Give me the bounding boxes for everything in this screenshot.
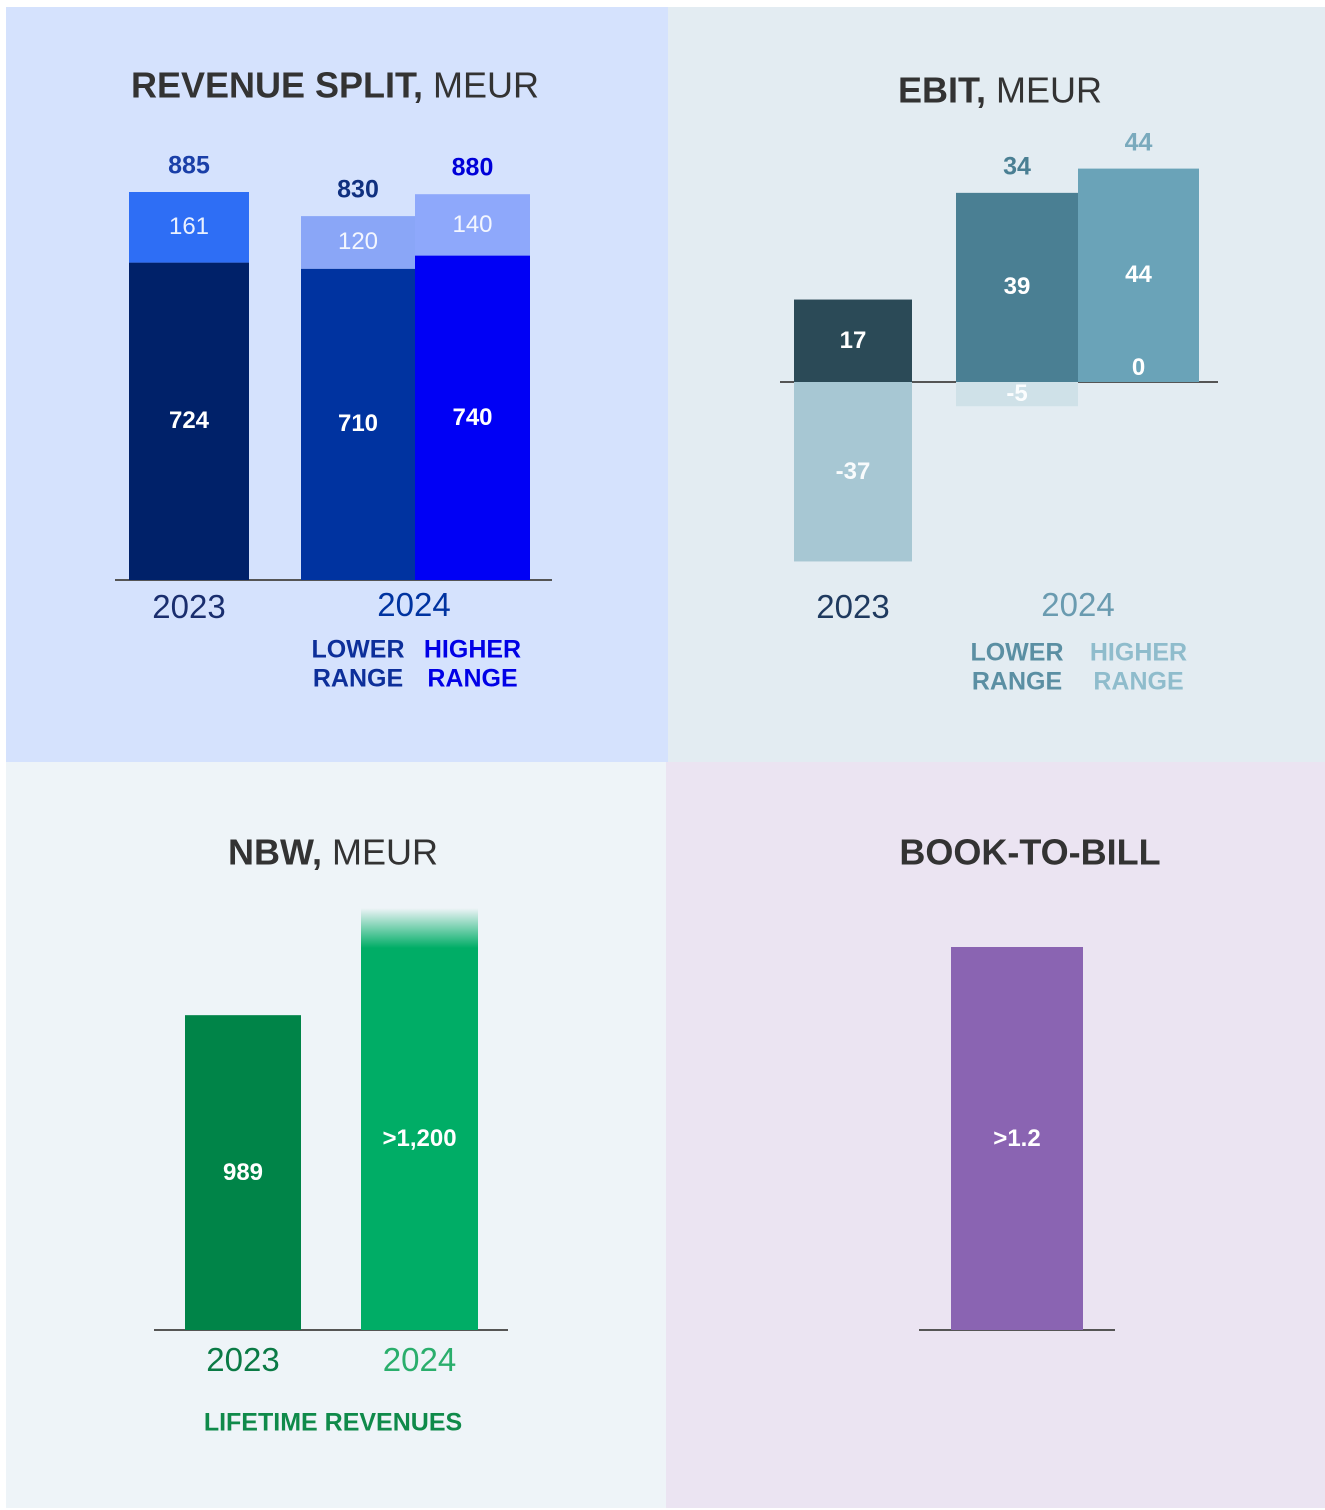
title-text: EBIT, xyxy=(897,69,986,111)
title-text: MEUR xyxy=(433,64,540,106)
bar-fade xyxy=(361,908,478,948)
bar-segment xyxy=(415,255,530,580)
bar-segment xyxy=(415,194,530,256)
category-label: 2024 xyxy=(382,1341,457,1379)
bar-label: 740 xyxy=(452,403,493,431)
bar-label: 17 xyxy=(839,326,867,354)
title-text: BOOK-TO-BILL xyxy=(899,831,1161,873)
bar-label: >1.2 xyxy=(993,1124,1041,1152)
category-label: HIGHER RANGE xyxy=(423,635,522,692)
bar-segment xyxy=(1078,168,1199,382)
chart-title: NBW, MEUR xyxy=(228,831,438,872)
title-text: MEUR xyxy=(332,831,439,873)
bar-segment xyxy=(794,299,912,382)
chart-title: EBIT, MEUR xyxy=(898,69,1102,110)
panel xyxy=(6,762,666,1508)
category-label: 2023 xyxy=(206,1341,280,1379)
bar-segment xyxy=(301,216,415,269)
subtitle: LIFETIME REVENUES xyxy=(203,1408,463,1437)
bar-label: 39 xyxy=(1003,273,1031,301)
bar-segment xyxy=(956,192,1078,382)
chart-title: BOOK-TO-BILL xyxy=(899,831,1160,872)
total-label: 830 xyxy=(337,175,379,204)
bar-segment xyxy=(129,262,249,580)
bar-label: -5 xyxy=(1006,380,1028,408)
bar-label: 724 xyxy=(168,407,210,435)
bar-label: 0 xyxy=(1131,354,1146,382)
group-label: 2024 xyxy=(1041,586,1115,624)
category-label: 2023 xyxy=(816,588,890,626)
title-text: NBW, xyxy=(227,831,322,873)
total-label: 34 xyxy=(1003,152,1031,181)
bar xyxy=(185,1015,301,1330)
bar xyxy=(361,948,478,1330)
title-text: REVENUE SPLIT, xyxy=(130,64,424,106)
bar-label: -37 xyxy=(835,457,871,485)
bar-label: 44 xyxy=(1125,261,1152,289)
bar-segment xyxy=(956,382,1078,407)
category-label: LOWER RANGE xyxy=(311,635,405,692)
bar-segment xyxy=(129,192,249,263)
category-label: HIGHER RANGE xyxy=(1089,638,1188,695)
total-label: 44 xyxy=(1124,128,1153,157)
bar xyxy=(951,947,1083,1330)
bar-label: 140 xyxy=(452,211,493,239)
bar-label: 710 xyxy=(337,410,379,438)
group-label: 2024 xyxy=(377,586,451,624)
total-label: 880 xyxy=(451,153,494,182)
bar-label: 161 xyxy=(168,213,210,241)
chart-title: REVENUE SPLIT, MEUR xyxy=(131,64,539,105)
category-label: 2023 xyxy=(152,588,226,626)
category-label: LOWER RANGE xyxy=(970,638,1064,695)
total-label: 885 xyxy=(168,151,210,180)
bar-label: 989 xyxy=(222,1158,264,1186)
bar-label: 120 xyxy=(337,228,379,256)
bar-segment xyxy=(794,382,912,562)
bar-segment xyxy=(301,268,415,580)
title-text: MEUR xyxy=(996,69,1103,111)
bar-label: >1,200 xyxy=(382,1125,457,1153)
